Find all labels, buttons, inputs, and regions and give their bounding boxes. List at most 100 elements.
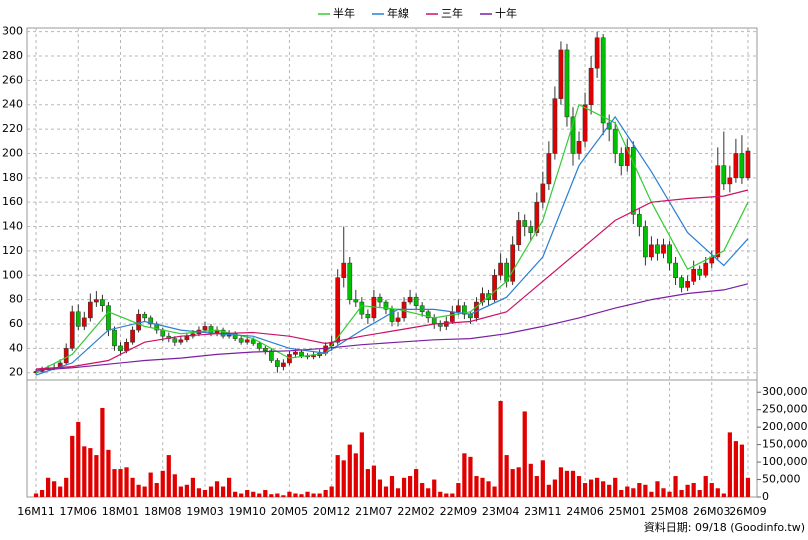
volume-bar [287, 491, 292, 497]
volume-bar [76, 421, 81, 497]
x-tick-label: 17M06 [60, 505, 98, 518]
y-tick-label: 40 [9, 341, 23, 354]
candle-body [703, 262, 709, 276]
x-tick-label: 21M07 [355, 505, 393, 518]
candle-body [262, 348, 268, 352]
candle-body [299, 351, 304, 356]
volume-bar [703, 476, 708, 497]
volume-tick-label: 50,000 [762, 473, 801, 486]
volume-bar [498, 400, 503, 497]
candle-body [407, 296, 413, 303]
volume-bar [522, 411, 527, 497]
volume-bar [311, 493, 316, 497]
candle-body [594, 37, 600, 69]
candle-body [130, 329, 135, 343]
volume-bar [383, 486, 389, 497]
volume-bar [353, 453, 358, 497]
volume-bar [444, 493, 449, 497]
volume-bar [305, 491, 310, 497]
candle-body [727, 177, 733, 185]
volume-tick-label: 150,000 [762, 438, 808, 451]
volume-bar [64, 477, 69, 497]
volume-tick-label: 200,000 [762, 420, 808, 433]
volume-bar [202, 490, 208, 497]
y-tick-label: 240 [2, 98, 23, 111]
volume-bar [697, 490, 702, 497]
volume-bar [456, 483, 461, 497]
candle-body [673, 262, 678, 278]
volume-bar [679, 490, 684, 497]
volume-bar [420, 483, 425, 497]
legend-label: 十年 [495, 6, 517, 20]
volume-bar [407, 476, 413, 497]
candle-body [437, 323, 443, 327]
candle-body [443, 321, 449, 327]
volume-bar [733, 441, 738, 497]
volume-bar [359, 432, 364, 497]
volume-bar [233, 491, 238, 497]
candle-body [522, 220, 528, 227]
volume-bar [709, 483, 714, 497]
volume-bar [100, 407, 105, 497]
candle-body [721, 165, 727, 185]
volume-bar [426, 488, 431, 497]
volume-bar [414, 469, 419, 497]
volume-bar [480, 477, 485, 497]
candle-body [142, 313, 148, 319]
volume-bar [39, 490, 45, 497]
candle-body [293, 351, 298, 355]
candle-body [347, 262, 353, 300]
candle-body [691, 268, 697, 282]
candle-body [365, 313, 371, 319]
candle-body [383, 301, 389, 310]
ma-line [35, 189, 749, 370]
volume-bar [667, 491, 672, 497]
footer: 資料日期: 09/18 (Goodinfo.tw) [644, 520, 805, 534]
volume-bar [745, 477, 751, 497]
candle-body [564, 49, 570, 118]
volume-bar [637, 483, 642, 497]
volume-bar [649, 491, 654, 497]
volume-bar [70, 435, 75, 497]
candle-body [311, 355, 316, 358]
volume-bar [564, 470, 570, 497]
volume-bar [142, 486, 147, 497]
volume-bar [82, 446, 87, 497]
volume-bar [655, 481, 660, 497]
volume-bar [245, 490, 250, 497]
volume-bar [118, 469, 123, 497]
y-tick-label: 300 [2, 25, 23, 38]
volume-bar [52, 481, 57, 497]
volume-bar [739, 444, 745, 497]
x-tick-label: 24M06 [566, 505, 604, 518]
x-tick-label: 23M04 [482, 505, 520, 518]
volume-bar [432, 479, 437, 497]
volume-bar [347, 444, 352, 497]
volume-bar [166, 455, 171, 497]
volume-tick-label: 250,000 [762, 403, 808, 416]
volume-bar [263, 490, 268, 497]
x-tick-label: 25M08 [651, 505, 689, 518]
volume-bar [558, 467, 564, 497]
ma-line [35, 283, 749, 371]
candle-body [353, 299, 359, 303]
candle-body [624, 147, 630, 166]
volume-bar [226, 477, 232, 497]
candle-body [202, 326, 208, 331]
volume-bar [33, 493, 39, 497]
candle-body [238, 338, 244, 343]
volume-bar [727, 432, 732, 497]
volume-bar [184, 484, 189, 497]
candle-body [124, 341, 129, 352]
candle-body [570, 116, 576, 154]
candle-body [148, 317, 154, 325]
volume-bar [468, 456, 473, 497]
volume-bar [317, 493, 322, 497]
volume-tick-label: 0 [762, 490, 769, 503]
candle-body [112, 329, 117, 347]
x-tick-label: 18M01 [102, 505, 140, 518]
volume-bar [607, 484, 612, 497]
y-tick-label: 100 [2, 268, 23, 281]
